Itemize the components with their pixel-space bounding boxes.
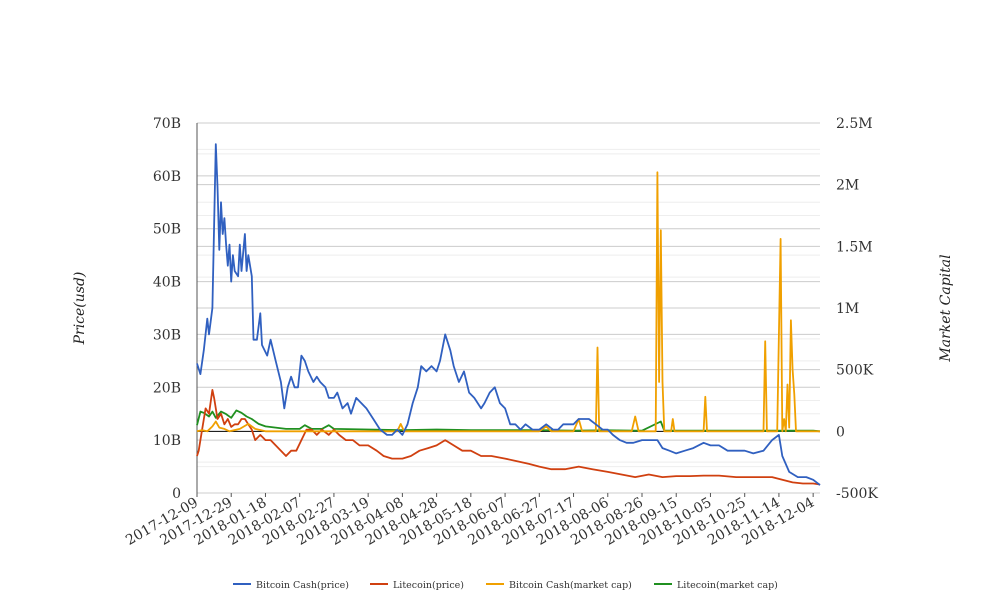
right-axis-title: Market Capital [938, 254, 954, 362]
legend-label: Litecoin(market cap) [677, 580, 778, 591]
left-axis-tick-label: 70B [153, 116, 181, 132]
right-axis-tick-label: 500K [836, 363, 874, 379]
right-axis-tick-label: -500K [836, 486, 878, 502]
right-axis-tick-label: 0 [836, 424, 845, 440]
right-axis-ticks: -500K 0 500K 1M 1.5M 2M 2.5M [836, 116, 878, 502]
legend-label: Litecoin(price) [393, 580, 464, 591]
left-axis-tick-label: 60B [153, 169, 181, 185]
legend-label: Bitcoin Cash(market cap) [509, 580, 632, 591]
left-axis-tick-label: 40B [153, 275, 181, 291]
right-axis-tick-label: 1M [836, 301, 859, 317]
series-line-0 [196, 143, 821, 486]
left-axis-tick-label: 0 [172, 486, 181, 502]
left-axis-tick-label: 50B [153, 222, 181, 238]
series-line-1 [196, 389, 821, 486]
series-line-3 [196, 409, 821, 433]
left-axis-tick-label: 10B [153, 433, 181, 449]
left-axis-ticks: 0 10B 20B 30B 40B 50B 60B 70B [153, 116, 181, 502]
right-axis-tick-label: 2M [836, 178, 859, 194]
right-axis-tick-label: 1.5M [836, 239, 873, 255]
legend: Bitcoin Cash(price) Litecoin(price) Bitcoi… [233, 580, 778, 591]
series-layer [196, 143, 821, 486]
left-axis-tick-label: 20B [153, 380, 181, 396]
left-axis-tick-label: 30B [153, 327, 181, 343]
right-axis-tick-label: 2.5M [836, 116, 873, 132]
left-axis-title: Price(usd) [72, 272, 88, 346]
legend-label: Bitcoin Cash(price) [256, 580, 349, 591]
series-line-2 [196, 171, 820, 433]
